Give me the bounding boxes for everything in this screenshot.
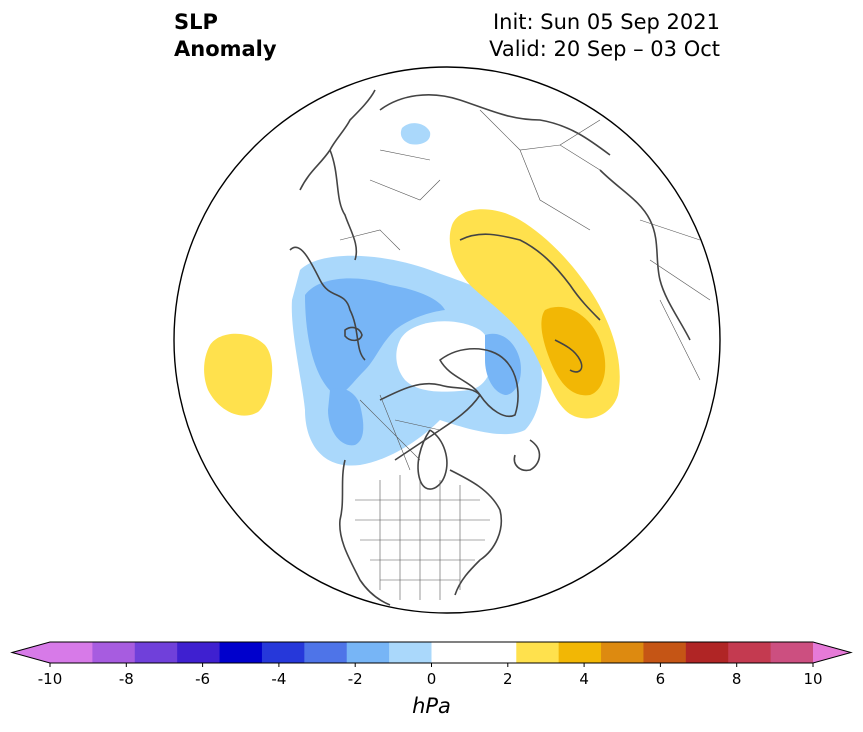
globe-border (173, 66, 721, 614)
colorbar-cell (304, 642, 348, 663)
colorbar-tick-label: 6 (656, 670, 666, 688)
greenland-low (485, 333, 521, 395)
north-pacific-low-core (305, 278, 445, 395)
coast-north-america-east (449, 469, 502, 596)
init-date: Init: Sun 05 Sep 2021 (492, 10, 720, 34)
colorbar-cell (346, 642, 390, 663)
colorbar-cell (473, 642, 517, 663)
colorbar-tick-label: -6 (195, 670, 210, 688)
border-asia (479, 109, 711, 381)
coast-alaska (513, 439, 541, 472)
title-left: SLP Anomaly (174, 9, 277, 63)
colorbar-cell (728, 642, 772, 663)
pacific-low-core-south (328, 388, 364, 446)
coast-iceland (344, 326, 363, 342)
colorbar-tick-label: -8 (119, 670, 134, 688)
valid-range: Valid: 20 Sep – 03 Oct (489, 37, 720, 61)
coast-europe (289, 246, 366, 361)
colorbar-cells (10, 641, 853, 664)
colorbar-cell (643, 642, 687, 663)
colorbar-tick-label: 0 (427, 670, 437, 688)
border-europe (339, 149, 441, 251)
colorbar-tick-label: 2 (503, 670, 513, 688)
border-north-america-grid (355, 475, 490, 600)
title-variable: SLP (174, 10, 218, 34)
coast-hudson (417, 429, 448, 490)
coast-scandinavia (299, 89, 376, 261)
atlantic-high (204, 333, 273, 416)
colorbar-tick-label: 8 (732, 670, 742, 688)
coast-north-america-west (339, 459, 391, 606)
colorbar-cell (50, 642, 93, 663)
colorbar-cell (389, 642, 432, 663)
colorbar-tick-label: -2 (348, 670, 363, 688)
colorbar-tick-label: 4 (579, 670, 589, 688)
coast-greenland (439, 348, 519, 417)
colorbar-unit-label: hPa (412, 694, 451, 718)
polar-map (173, 66, 721, 614)
colorbar-cell (431, 642, 475, 663)
colorbar-cell (219, 642, 263, 663)
colorbar-cell (558, 642, 602, 663)
colorbar-cell (516, 642, 560, 663)
colorbar: -10 -8 -6 -4 -2 0 2 4 6 8 10 (10, 641, 853, 688)
coastlines (289, 89, 691, 606)
colorbar-cell (261, 642, 305, 663)
coast-russia-north (379, 94, 611, 156)
colorbar-extend-low (12, 642, 50, 663)
coast-asia-east (599, 169, 691, 341)
coast-canada-arctic (379, 382, 481, 461)
title-right: Init: Sun 05 Sep 2021 Valid: 20 Sep – 03… (489, 9, 720, 63)
colorbar-tick-label: -4 (271, 670, 286, 688)
colorbar-tick-label: 10 (803, 670, 822, 688)
coast-siberia (459, 233, 601, 321)
colorbar-cell (92, 642, 136, 663)
country-borders (339, 109, 711, 600)
border-canada-provinces (359, 394, 441, 471)
colorbar-ticks: -10 -8 -6 -4 -2 0 2 4 6 8 10 (38, 663, 823, 688)
colorbar-cell (177, 642, 221, 663)
title-anomaly: Anomaly (174, 37, 277, 61)
colorbar-cell (770, 642, 814, 663)
colorbar-tick-label: -10 (38, 670, 63, 688)
colorbar-cell (134, 642, 178, 663)
arctic-small-low (400, 123, 431, 145)
coast-kamchatka (554, 339, 583, 373)
colorbar-cell (685, 642, 729, 663)
colorbar-extend-high (813, 642, 851, 663)
colorbar-cell (601, 642, 644, 663)
